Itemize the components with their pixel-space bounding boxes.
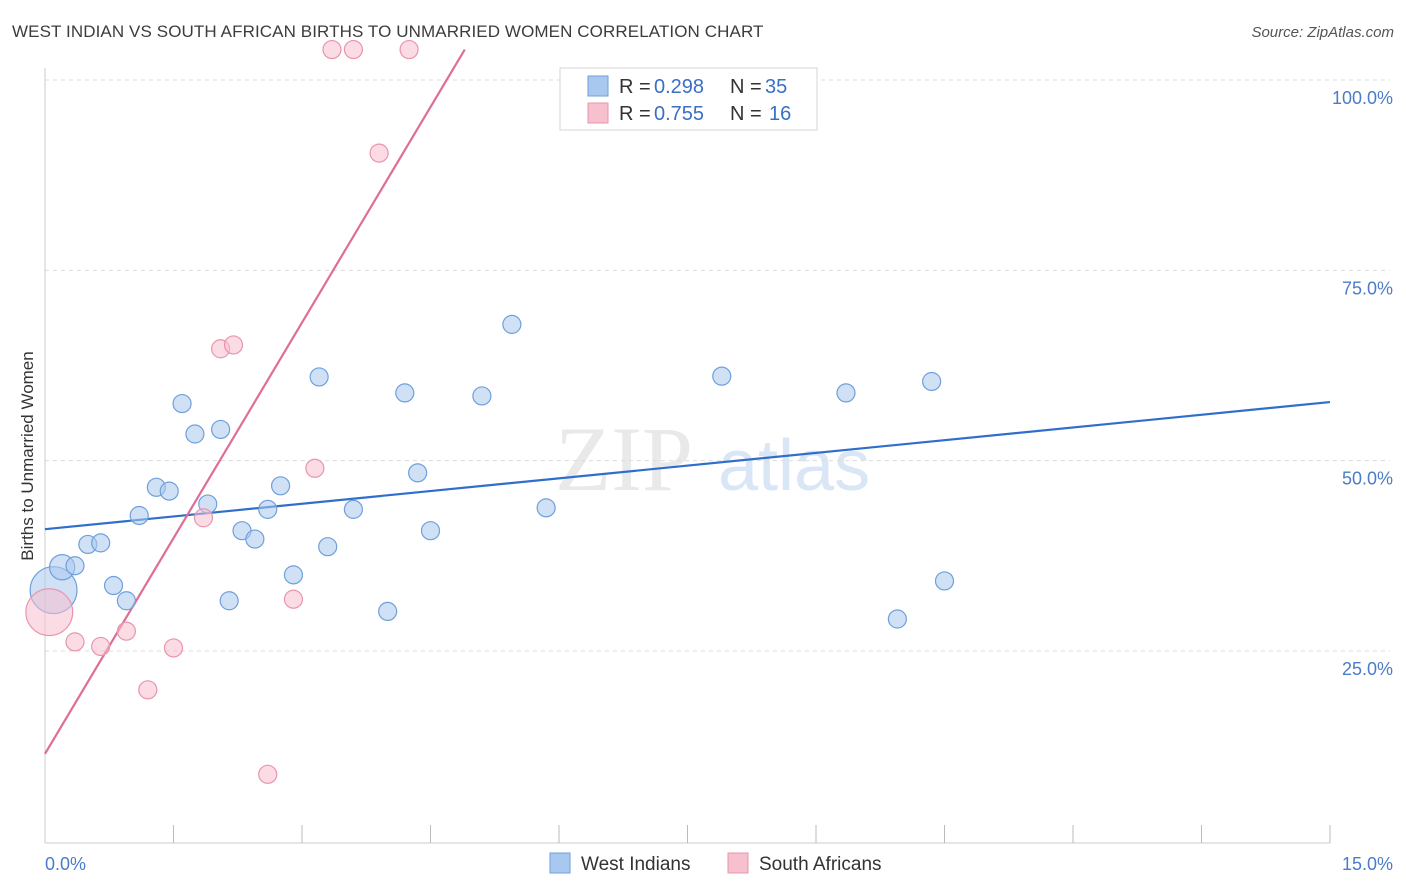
bottom-legend-label-south-africans: South Africans (759, 854, 882, 875)
south-africans-point-13 (343, 39, 363, 60)
south-africans-point-5 (163, 638, 184, 658)
west-indians-point-22 (343, 499, 363, 519)
west-indians-point-31 (836, 383, 856, 403)
legend-swatch-west-indians (587, 75, 609, 97)
bottom-legend-label-west-indians: West Indians (581, 854, 690, 875)
y-axis-label: Births to Unmarried Women (18, 351, 37, 560)
south-africans-point-11 (305, 458, 325, 478)
west-indians-point-32 (887, 609, 907, 629)
west-indians-point-14 (219, 591, 239, 611)
south-africans-point-10 (283, 589, 304, 609)
south-africans-trend-line (44, 48, 466, 755)
west-indians-point-29 (502, 314, 522, 334)
west-indians-point-11 (185, 424, 205, 444)
west-indians-point-20 (309, 367, 329, 387)
legend-n-value-2: 16 (769, 103, 791, 125)
legend-r-label-1: R = (619, 76, 651, 98)
south-africans-point-0 (25, 588, 74, 637)
west-indians-point-7 (129, 505, 149, 526)
west-indians-point-6 (116, 591, 136, 611)
x-tick-labels: 0.0% 15.0% (45, 854, 1393, 874)
west-indians-point-33 (922, 371, 942, 392)
west-indians-point-24 (395, 383, 415, 403)
south-africans-point-4 (138, 680, 158, 700)
legend-swatch-south-africans (587, 102, 609, 124)
west-indians-point-17 (258, 499, 278, 519)
y-tick-label-75: 75.0% (1342, 278, 1393, 298)
legend-r-value-2: 0.755 (654, 103, 704, 125)
west-indians-point-18 (270, 476, 291, 496)
west-indians-point-10 (172, 393, 192, 414)
west-indians-point-19 (283, 565, 304, 585)
x-tick-label-0: 0.0% (45, 854, 86, 874)
west-indians-point-26 (420, 521, 441, 541)
south-africans-point-15 (399, 39, 419, 60)
series-legend: West Indians South Africans (549, 852, 882, 875)
south-africans-point-6 (193, 508, 214, 528)
legend-r-label-2: R = (619, 103, 651, 125)
south-africans-point-2 (91, 636, 111, 657)
west-indians-point-4 (91, 533, 111, 553)
stats-legend: R = 0.298 N = 35 R = 0.755 N = 16 (559, 67, 818, 131)
west-indians-point-34 (934, 571, 955, 591)
south-africans-point-14 (369, 143, 389, 163)
watermark-zip: ZIP (555, 408, 693, 510)
watermark-atlas: atlas (718, 426, 870, 506)
south-africans-point-1 (65, 632, 85, 652)
west-indians-point-27 (472, 386, 492, 406)
south-africans-point-9 (258, 764, 278, 784)
bottom-legend-swatch-west-indians (549, 852, 571, 874)
legend-n-label-1: N = (730, 76, 762, 98)
west-indians-point-23 (378, 601, 398, 622)
legend-n-label-2: N = (730, 103, 762, 125)
bottom-legend-swatch-south-africans (727, 852, 749, 874)
legend-n-value-1: 35 (765, 76, 787, 98)
y-tick-labels: 25.0% 50.0% 75.0% 100.0% (1332, 88, 1393, 679)
west-indians-point-28 (536, 498, 556, 518)
gridlines (45, 79, 1390, 652)
y-tick-label-25: 25.0% (1342, 659, 1393, 679)
x-tick-label-1: 15.0% (1342, 854, 1393, 874)
y-tick-label-50: 50.0% (1342, 469, 1393, 489)
west-indians-point-16 (245, 529, 265, 549)
south-africans-point-3 (116, 621, 136, 641)
west-indians-point-30 (712, 366, 732, 386)
west-indians-point-9 (159, 481, 179, 501)
west-indians-point-13 (211, 419, 231, 440)
west-indians-point-25 (408, 463, 428, 483)
data-points (25, 39, 955, 784)
source-label: Source: ZipAtlas.com (1251, 24, 1394, 41)
west-indians-point-21 (318, 537, 338, 557)
chart-title: WEST INDIAN VS SOUTH AFRICAN BIRTHS TO U… (12, 22, 764, 41)
trend-lines (44, 48, 1331, 755)
legend-r-value-1: 0.298 (654, 76, 704, 98)
south-africans-point-8 (223, 335, 244, 355)
axes (44, 68, 1331, 844)
y-tick-label-100: 100.0% (1332, 88, 1393, 108)
west-indians-point-2 (65, 556, 85, 576)
west-indians-point-5 (103, 575, 124, 596)
south-africans-point-12 (322, 39, 342, 60)
